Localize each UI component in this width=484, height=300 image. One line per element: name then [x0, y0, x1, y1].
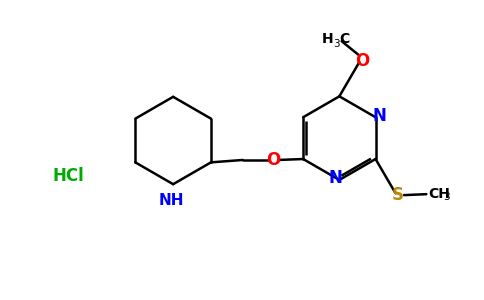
- Text: O: O: [355, 52, 369, 70]
- Text: O: O: [267, 151, 281, 169]
- Text: CH: CH: [428, 187, 450, 201]
- Text: S: S: [392, 186, 403, 204]
- Text: N: N: [329, 169, 343, 187]
- Text: H: H: [321, 32, 333, 46]
- Text: N: N: [372, 107, 386, 125]
- Text: HCl: HCl: [53, 167, 85, 185]
- Text: 3: 3: [443, 193, 450, 202]
- Text: NH: NH: [158, 193, 184, 208]
- Text: 3: 3: [333, 39, 340, 49]
- Text: C: C: [339, 32, 349, 46]
